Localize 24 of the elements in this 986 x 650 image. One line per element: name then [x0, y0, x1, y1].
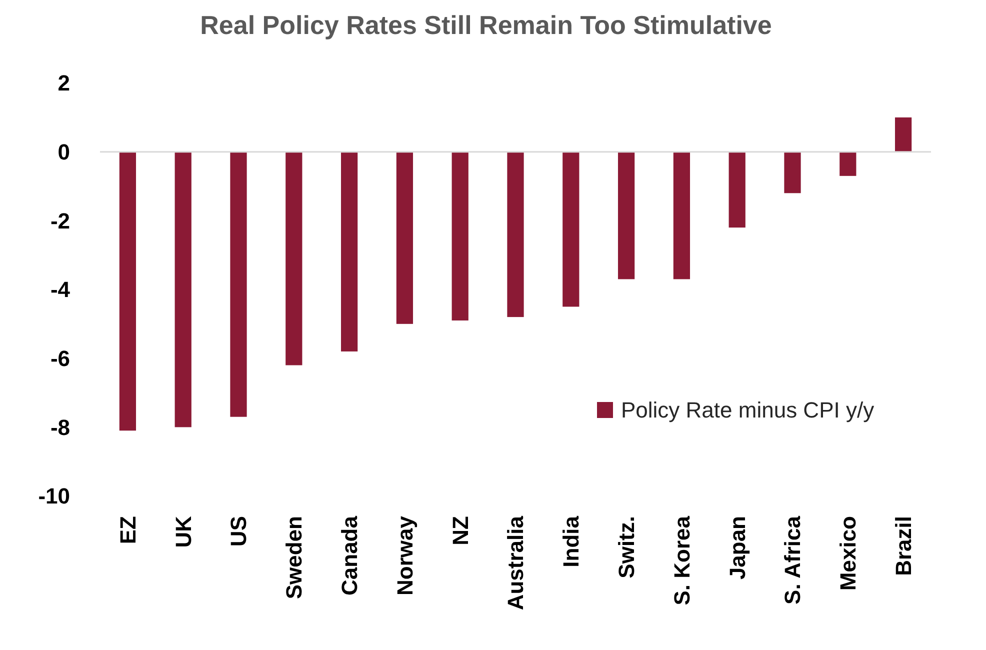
y-tick-label: -2 [50, 208, 70, 234]
y-tick-label: -8 [50, 414, 70, 440]
x-tick-label: India [558, 515, 584, 568]
x-tick-label: NZ [448, 516, 473, 546]
x-tick-label: Norway [392, 515, 418, 596]
y-tick-label: 0 [58, 140, 70, 165]
x-tick-label: Switz. [614, 516, 639, 578]
x-tick-label: Sweden [282, 516, 307, 600]
x-tick-label: UK [170, 516, 196, 548]
y-tick-label: -10 [38, 484, 70, 509]
x-tick-label: Mexico [836, 516, 861, 591]
x-tick-label: S. Korea [669, 515, 694, 606]
y-tick-label: -6 [50, 346, 70, 372]
x-tick-label: Brazil [891, 516, 916, 576]
x-tick-label: EZ [115, 516, 140, 544]
y-tick-label: 2 [58, 70, 70, 96]
x-tick-label: Australia [503, 515, 528, 610]
x-tick-label: Japan [724, 516, 750, 580]
chart-title: Real Policy Rates Still Remain Too Stimulative [200, 10, 772, 40]
y-tick-label: -4 [50, 277, 71, 302]
x-tick-label: US [226, 516, 252, 547]
x-tick-label: S. Africa [780, 515, 806, 604]
x-tick-label: Canada [337, 515, 362, 596]
legend-label: Policy Rate minus CPI y/y [621, 398, 874, 423]
